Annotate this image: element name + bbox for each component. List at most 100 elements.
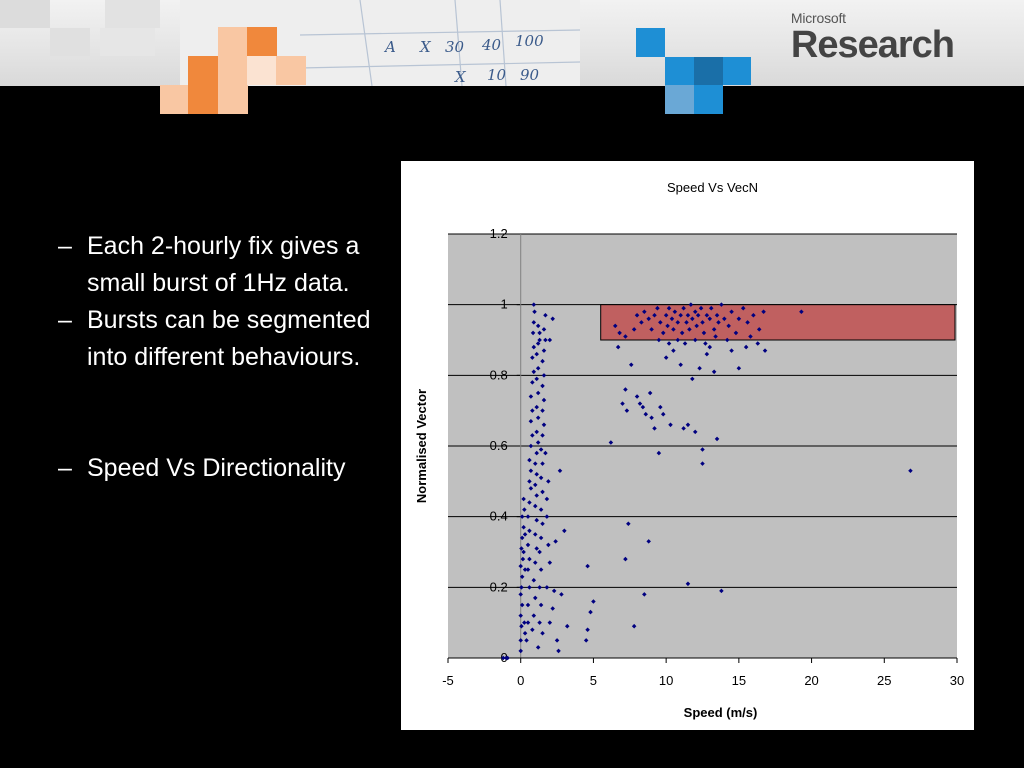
- data-point: [534, 517, 539, 523]
- data-point: [518, 592, 523, 597]
- data-point: [631, 327, 637, 332]
- handwriting-text: 40: [481, 36, 502, 54]
- data-point: [656, 450, 662, 456]
- chart-container: Speed Vs VecN00.20.40.60.811.2-505101520…: [401, 161, 974, 730]
- data-point: [518, 613, 523, 618]
- data-point: [711, 369, 717, 375]
- handwriting-text: 100: [515, 32, 544, 50]
- data-point: [540, 631, 545, 636]
- y-tick-label: 1.2: [490, 226, 508, 241]
- data-point: [531, 578, 537, 583]
- data-point: [527, 585, 532, 590]
- data-point: [528, 486, 534, 491]
- decorative-square: [665, 85, 694, 114]
- scatter-chart: Speed Vs VecN00.20.40.60.811.2-505101520…: [414, 180, 964, 720]
- data-point: [541, 422, 547, 428]
- decorative-square: [247, 56, 277, 85]
- whiteboard-line: [454, 0, 463, 86]
- data-point: [544, 514, 550, 519]
- data-point: [562, 528, 567, 534]
- y-tick-label: 0.8: [490, 367, 508, 382]
- handwriting-text: X: [454, 68, 467, 86]
- data-point: [531, 369, 537, 375]
- highlight-region: [600, 304, 956, 341]
- data-point: [519, 623, 524, 629]
- data-point: [700, 447, 705, 452]
- decorative-square: [218, 85, 248, 114]
- decorative-square: [218, 27, 248, 56]
- data-point: [540, 358, 545, 364]
- data-point: [501, 655, 506, 661]
- data-point: [647, 390, 653, 396]
- data-point: [534, 404, 539, 410]
- decorative-square: [218, 56, 248, 85]
- data-point: [799, 309, 804, 314]
- data-point: [608, 440, 614, 445]
- bullet-dash: –: [58, 454, 72, 482]
- handwriting-text: X: [419, 38, 432, 56]
- decorative-square: [694, 85, 723, 114]
- data-point: [521, 496, 526, 502]
- decorative-square: [636, 28, 665, 57]
- data-point: [528, 443, 534, 449]
- bullet-item: – Each 2-hourly fix gives a small burst …: [58, 228, 378, 302]
- data-point: [524, 638, 529, 643]
- whiteboard-line: [359, 0, 373, 86]
- data-point: [537, 620, 542, 625]
- y-axis-label: Normalised Vector: [414, 389, 429, 503]
- data-point: [531, 344, 537, 350]
- y-tick-label: 0.2: [490, 579, 508, 594]
- handwriting-text: 90: [520, 66, 540, 84]
- decorative-square: [188, 56, 218, 85]
- bullet-text: Bursts can be segmented into different b…: [87, 306, 371, 371]
- decorative-square: [247, 27, 277, 56]
- data-point: [535, 366, 541, 371]
- bullet-list: – Each 2-hourly fix gives a small burst …: [58, 228, 378, 487]
- data-point: [541, 327, 547, 332]
- y-tick-label: 1: [500, 297, 507, 312]
- x-tick-label: 15: [732, 673, 746, 688]
- bullet-dash: –: [58, 232, 72, 260]
- data-point: [692, 337, 698, 343]
- data-point: [519, 535, 525, 541]
- header-square: [50, 28, 90, 56]
- data-point: [522, 631, 528, 636]
- data-point: [534, 351, 539, 357]
- x-tick-label: 30: [950, 673, 964, 688]
- data-point: [528, 468, 534, 473]
- data-point: [532, 595, 538, 601]
- data-point: [530, 355, 535, 360]
- data-point: [540, 521, 545, 526]
- decorative-square: [723, 57, 751, 85]
- data-point: [692, 309, 698, 314]
- data-point: [528, 394, 534, 399]
- data-point: [534, 546, 539, 551]
- y-tick-label: 0.4: [490, 509, 508, 524]
- data-point: [656, 337, 662, 343]
- data-point: [692, 429, 698, 435]
- bullet-text: Each 2-hourly fix gives a small burst of…: [87, 232, 360, 297]
- header-square: [0, 0, 50, 28]
- decorative-square: [665, 57, 694, 85]
- data-point: [707, 316, 713, 322]
- data-point: [617, 330, 622, 336]
- data-point: [518, 638, 523, 643]
- data-point: [729, 309, 734, 314]
- data-point: [679, 330, 685, 336]
- data-point: [530, 408, 535, 413]
- data-point: [530, 433, 535, 438]
- data-point: [681, 426, 686, 431]
- data-point: [527, 500, 532, 505]
- y-tick-label: 0.6: [490, 438, 508, 453]
- data-point: [652, 426, 657, 431]
- microsoft-research-logo: Microsoft Research: [791, 10, 955, 67]
- handwriting-text: A: [383, 38, 396, 56]
- data-point: [538, 567, 544, 572]
- data-point: [546, 542, 551, 548]
- data-point: [530, 627, 535, 632]
- data-point: [701, 330, 707, 336]
- data-point: [532, 309, 537, 314]
- bullet-dash: –: [58, 306, 72, 334]
- data-point: [527, 457, 532, 463]
- data-point: [521, 549, 526, 555]
